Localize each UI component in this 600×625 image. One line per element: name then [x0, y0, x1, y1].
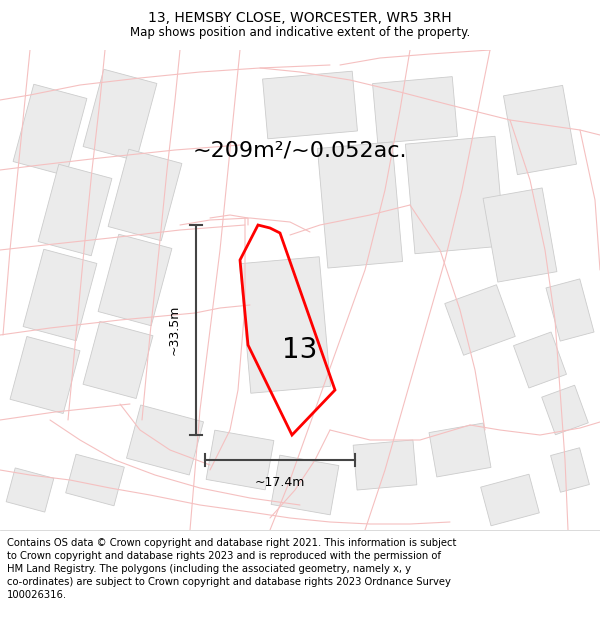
Polygon shape [317, 142, 403, 268]
Text: ~209m²/~0.052ac.: ~209m²/~0.052ac. [193, 140, 407, 160]
Polygon shape [551, 448, 589, 493]
Polygon shape [108, 149, 182, 241]
Polygon shape [98, 234, 172, 326]
Polygon shape [353, 440, 417, 490]
Polygon shape [83, 69, 157, 161]
Text: Map shows position and indicative extent of the property.: Map shows position and indicative extent… [130, 26, 470, 39]
Polygon shape [445, 285, 515, 355]
Polygon shape [503, 86, 577, 174]
Polygon shape [514, 332, 566, 388]
Polygon shape [6, 468, 54, 512]
Polygon shape [429, 423, 491, 477]
Polygon shape [206, 430, 274, 490]
Polygon shape [406, 136, 505, 254]
Text: 13: 13 [283, 336, 317, 364]
Polygon shape [23, 249, 97, 341]
Polygon shape [483, 188, 557, 282]
Polygon shape [127, 405, 203, 475]
Text: Contains OS data © Crown copyright and database right 2021. This information is : Contains OS data © Crown copyright and d… [7, 538, 457, 601]
Text: 13, HEMSBY CLOSE, WORCESTER, WR5 3RH: 13, HEMSBY CLOSE, WORCESTER, WR5 3RH [148, 11, 452, 25]
Polygon shape [542, 385, 588, 435]
Polygon shape [38, 164, 112, 256]
Polygon shape [65, 454, 124, 506]
Polygon shape [481, 474, 539, 526]
Polygon shape [546, 279, 594, 341]
Polygon shape [263, 71, 358, 139]
Polygon shape [239, 257, 331, 393]
Text: ~33.5m: ~33.5m [167, 305, 181, 355]
Polygon shape [10, 336, 80, 414]
Polygon shape [83, 321, 153, 399]
Polygon shape [271, 455, 339, 515]
Text: ~17.4m: ~17.4m [255, 476, 305, 489]
Polygon shape [373, 77, 457, 143]
Polygon shape [13, 84, 87, 176]
